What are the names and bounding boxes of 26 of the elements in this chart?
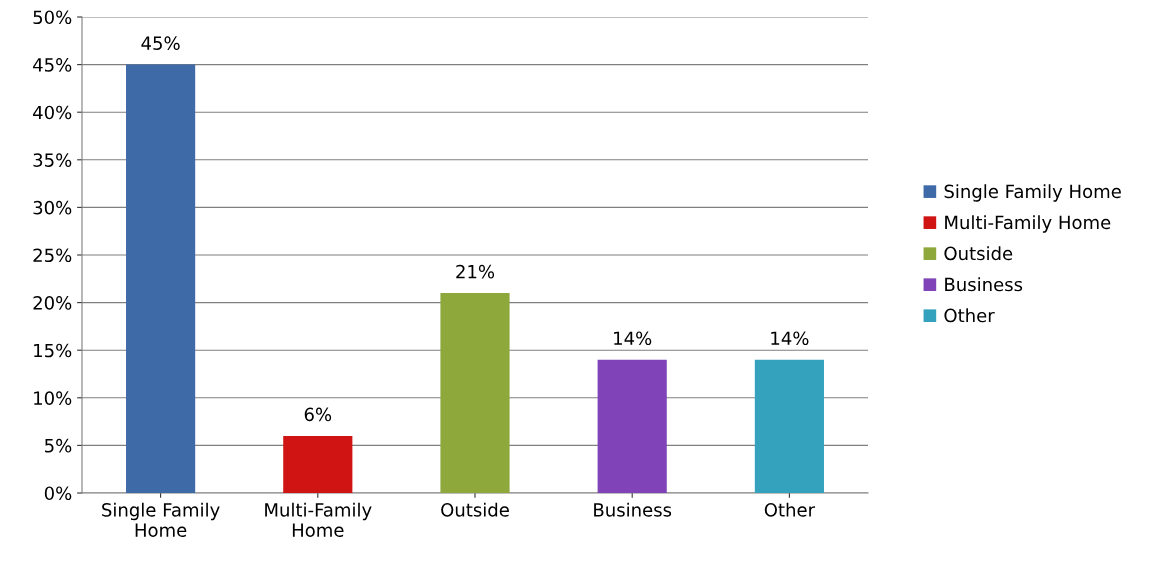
legend-label: Business	[945, 277, 1023, 292]
y-tick-label: 30%	[33, 200, 72, 215]
y-tick-label: 35%	[33, 153, 72, 167]
legend-label: Multi-Family Home	[945, 215, 1111, 233]
y-tick-label: 5%	[45, 438, 72, 453]
y-tick-label: 25%	[33, 248, 72, 263]
y-tick-label: 10%	[34, 391, 72, 405]
y-tick-label: 20%	[33, 296, 72, 310]
x-tick-label: Multi-Family Home	[265, 502, 372, 537]
x-tick-label: Outside	[441, 502, 509, 517]
legend-label: Other	[944, 308, 995, 323]
y-tick-label: 0%	[44, 486, 72, 501]
y-tick-label: 40%	[33, 105, 72, 120]
data-label: 45%	[141, 36, 180, 50]
x-tick-label: Business	[594, 502, 672, 517]
y-tick-label: 15%	[34, 343, 72, 358]
legend-label: Single Family Home	[944, 184, 1121, 202]
legend-label: Outside	[944, 246, 1013, 261]
x-tick-label: Other	[764, 502, 816, 517]
y-tick-label: 45%	[33, 58, 72, 72]
data-label: 6%	[304, 407, 332, 422]
y-tick-label: 50%	[33, 10, 72, 25]
x-tick-label: Single Family Home	[102, 502, 220, 537]
data-label: 21%	[456, 264, 495, 279]
data-label: 14%	[614, 331, 652, 346]
data-label: 14%	[771, 331, 809, 346]
